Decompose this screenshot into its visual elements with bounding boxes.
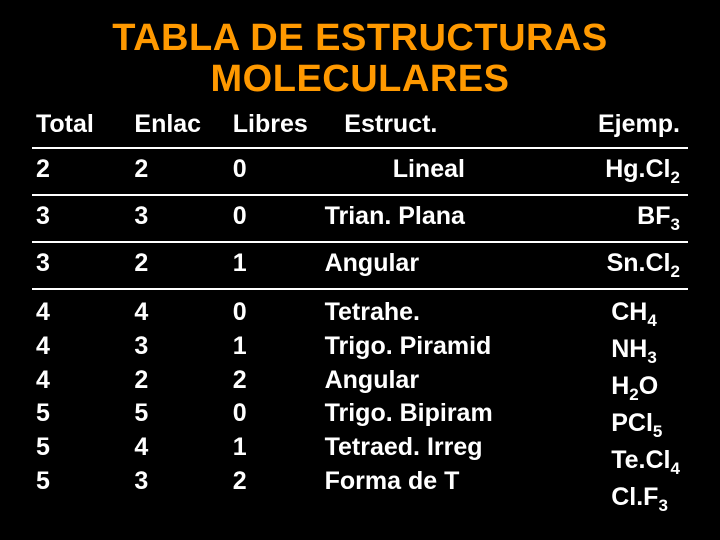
cell-enlac: 2	[130, 249, 228, 278]
col-libres: Libres	[229, 110, 341, 139]
cell-estruct: Trian. Plana	[321, 202, 537, 231]
cell-libres: 0	[229, 202, 321, 231]
cell-ejemp: Hg.Cl2	[537, 155, 688, 188]
cell-total: 2	[32, 155, 130, 184]
col-enlac: Enlac	[130, 110, 228, 139]
title-line-1: TABLA DE ESTRUCTURAS	[112, 17, 608, 59]
cell-total: 4 4 4 5 5 5	[32, 296, 130, 499]
cell-estruct: Angular	[321, 249, 537, 278]
cell-total: 3	[32, 202, 130, 231]
cell-ejemp: Sn.Cl2	[537, 249, 688, 282]
col-estruct: Estruct.	[340, 110, 537, 139]
table-row: 3 2 1 Angular Sn.Cl2	[32, 241, 688, 288]
table-row: 3 3 0 Trian. Plana BF3	[32, 194, 688, 241]
cell-total: 3	[32, 249, 130, 278]
slide-title: TABLA DE ESTRUCTURAS MOLECULARES	[32, 18, 688, 100]
title-line-2: MOLECULARES	[211, 58, 510, 100]
cell-libres: 1	[229, 249, 321, 278]
col-total: Total	[32, 110, 130, 139]
cell-enlac: 2	[130, 155, 228, 184]
cell-enlac: 4 3 2 5 4 3	[130, 296, 228, 499]
cell-libres: 0 1 2 0 1 2	[229, 296, 321, 499]
cell-libres: 0	[229, 155, 321, 184]
cell-estruct: Lineal	[321, 155, 537, 184]
slide: TABLA DE ESTRUCTURAS MOLECULARES Total E…	[0, 0, 720, 534]
table-row: 2 2 0 Lineal Hg.Cl2	[32, 147, 688, 194]
cell-ejemp: CH4 NH3 H2O PCl5 Te.Cl4 Cl.F3	[537, 296, 688, 518]
molecular-structures-table: Total Enlac Libres Estruct. Ejemp. 2 2 0…	[32, 110, 688, 524]
cell-ejemp: BF3	[537, 202, 688, 235]
cell-enlac: 3	[130, 202, 228, 231]
table-header: Total Enlac Libres Estruct. Ejemp.	[32, 110, 688, 139]
cell-estruct: Tetrahe. Trigo. Piramid Angular Trigo. B…	[321, 296, 537, 499]
table-row-multi: 4 4 4 5 5 5 4 3 2 5 4 3 0 1 2 0 1 2	[32, 288, 688, 524]
col-ejemp: Ejemp.	[537, 110, 688, 139]
